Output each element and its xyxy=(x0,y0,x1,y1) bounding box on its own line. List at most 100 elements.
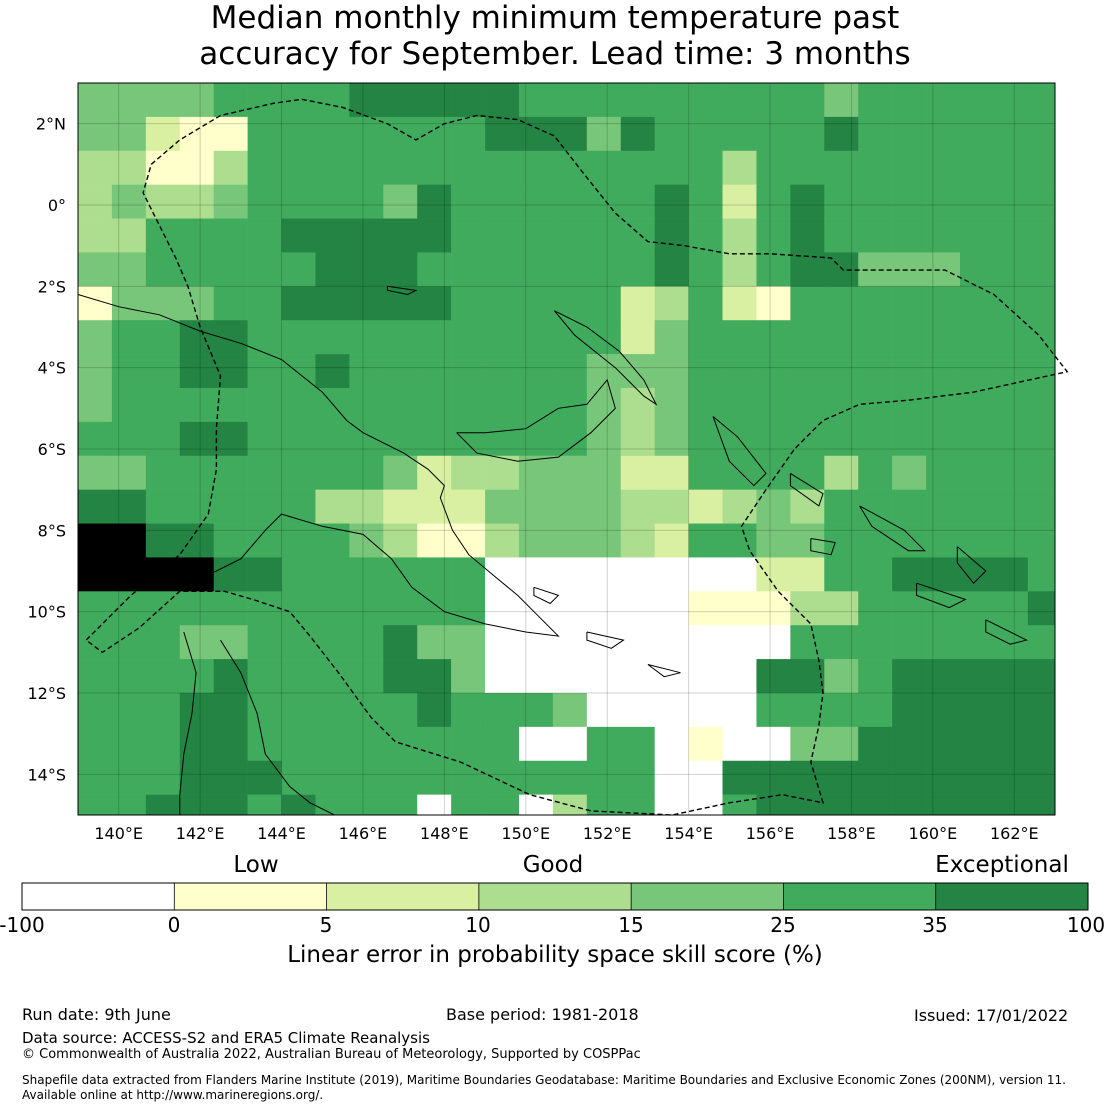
grid-cell xyxy=(179,83,214,118)
grid-cell xyxy=(586,692,622,728)
grid-cell xyxy=(518,286,554,321)
grid-cell xyxy=(993,659,1029,694)
grid-cell xyxy=(78,184,113,219)
grid-cell xyxy=(451,354,486,389)
grid-cell xyxy=(620,591,655,626)
grid-cell xyxy=(111,726,147,762)
grid-cell xyxy=(586,252,622,287)
grid-cell xyxy=(383,557,418,592)
grid-cell xyxy=(926,794,961,816)
grid-cell xyxy=(892,421,927,457)
grid-cell xyxy=(281,794,316,816)
grid-cell xyxy=(620,286,655,321)
grid-cell xyxy=(383,659,418,694)
grid-cell xyxy=(315,286,350,321)
grid-cell xyxy=(858,557,893,592)
lat-tick-label: 0° xyxy=(48,196,66,215)
grid-cell xyxy=(485,489,520,524)
grid-cell xyxy=(858,286,893,321)
grid-cell xyxy=(858,320,893,355)
grid-cell xyxy=(179,387,214,423)
grid-cell xyxy=(722,726,757,762)
grid-cell xyxy=(722,320,757,355)
grid-cell xyxy=(926,692,961,728)
grid-cell xyxy=(892,150,927,185)
grid-cell xyxy=(315,116,350,152)
grid-cell xyxy=(518,625,554,660)
lat-tick-label: 6°S xyxy=(38,440,66,459)
grid-cell xyxy=(451,489,486,524)
grid-cell xyxy=(552,218,588,253)
coastline xyxy=(789,472,824,507)
grid-cell xyxy=(78,354,113,389)
grid-cell xyxy=(179,252,214,287)
grid-cell xyxy=(349,523,384,558)
grid-cell xyxy=(790,150,825,185)
grid-cell xyxy=(620,726,655,762)
grid-cell xyxy=(858,421,893,457)
grid-cell xyxy=(756,726,791,762)
grid-cell xyxy=(247,489,282,524)
colorbar-segment xyxy=(326,883,480,910)
grid-cell xyxy=(518,252,554,287)
grid-cell xyxy=(1027,286,1056,321)
grid-cell xyxy=(349,387,384,423)
grid-cell xyxy=(654,286,689,321)
grid-cell xyxy=(858,83,893,118)
grid-cell xyxy=(451,726,486,762)
grid-cell xyxy=(281,218,316,253)
grid-cell xyxy=(383,523,418,558)
grid-cell xyxy=(145,354,181,389)
grid-cell xyxy=(688,150,723,185)
skill-map: 140°E 142°E 144°E 146°E 148°E 150°E 152°E 154°E… xyxy=(21,82,1089,911)
grid-cell xyxy=(1027,252,1056,287)
grid-cell xyxy=(722,286,757,321)
grid-cell xyxy=(451,625,486,660)
grid-cell xyxy=(213,557,248,592)
grid-cell xyxy=(620,557,655,592)
grid-cell xyxy=(315,252,350,287)
grid-cell xyxy=(722,591,757,626)
grid-cell xyxy=(654,794,689,816)
grid-cell xyxy=(620,218,655,253)
grid-cell xyxy=(926,726,961,762)
grid-cell xyxy=(993,354,1029,389)
grid-cell xyxy=(281,116,316,152)
grid-cell xyxy=(485,455,520,490)
grid-cell xyxy=(518,354,554,389)
grid-cell xyxy=(145,455,181,490)
grid-cell xyxy=(349,557,384,592)
grid-cell xyxy=(586,421,622,457)
grid-cell xyxy=(281,625,316,660)
grid-cell xyxy=(959,320,995,355)
grid-cell xyxy=(654,387,689,423)
grid-cell xyxy=(383,116,418,152)
grid-cell xyxy=(926,489,961,524)
grid-cell xyxy=(145,523,181,558)
grid-cell xyxy=(790,320,825,355)
grid-cell xyxy=(78,150,113,185)
grid-cell xyxy=(892,591,927,626)
grid-cell xyxy=(179,659,214,694)
lat-tick-label: 8°S xyxy=(38,521,66,540)
grid-cell xyxy=(315,218,350,253)
grid-cell xyxy=(179,184,214,219)
coastline xyxy=(712,416,767,487)
grid-cell xyxy=(1027,760,1056,795)
lat-tick-label: 10°S xyxy=(27,603,66,622)
grid-cell xyxy=(417,455,452,490)
grid-cell xyxy=(824,455,859,490)
grid-cell xyxy=(552,421,588,457)
grid-cell xyxy=(451,421,486,457)
grid-cell xyxy=(1027,83,1056,118)
grid-cell xyxy=(926,150,961,185)
grid-cell xyxy=(993,692,1029,728)
grid-cell xyxy=(756,625,791,660)
grid-cell xyxy=(281,489,316,524)
grid-cell xyxy=(586,557,622,592)
grid-cell xyxy=(824,625,859,660)
grid-cell xyxy=(552,625,588,660)
grid-cell xyxy=(552,726,588,762)
grid-cell xyxy=(926,625,961,660)
grid-cell xyxy=(383,421,418,457)
